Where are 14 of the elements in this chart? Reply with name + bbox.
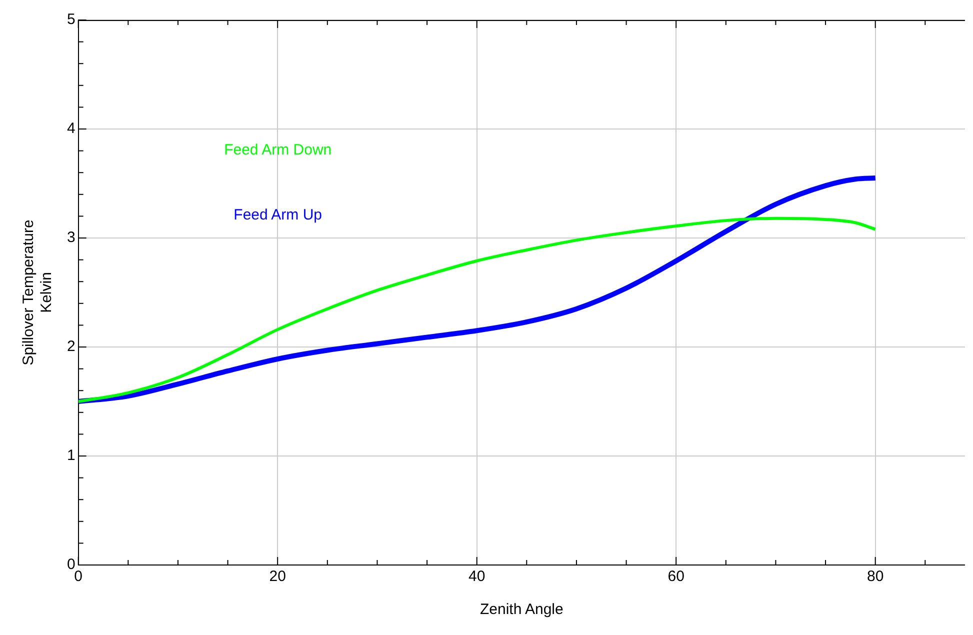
y-tick-label: 2 bbox=[67, 338, 76, 356]
x-tick-label: 80 bbox=[866, 568, 884, 586]
x-tick-label: 60 bbox=[668, 568, 684, 586]
y-tick-label: 1 bbox=[67, 447, 76, 464]
y-tick-label: 4 bbox=[67, 120, 76, 138]
y-tick-label: 3 bbox=[67, 229, 76, 246]
x-tick-label: 20 bbox=[269, 568, 286, 586]
text: Feed Arm Down bbox=[224, 141, 332, 158]
x-tick-label: 40 bbox=[468, 568, 486, 586]
x-axis-title: Zenith Angle bbox=[480, 601, 564, 618]
y-axis-title: Spillover Temperature Kelvin bbox=[20, 220, 56, 366]
y-tick-label: 5 bbox=[67, 11, 76, 28]
y-tick-label: 0 bbox=[67, 556, 76, 574]
text: Feed Arm Up bbox=[234, 206, 322, 224]
